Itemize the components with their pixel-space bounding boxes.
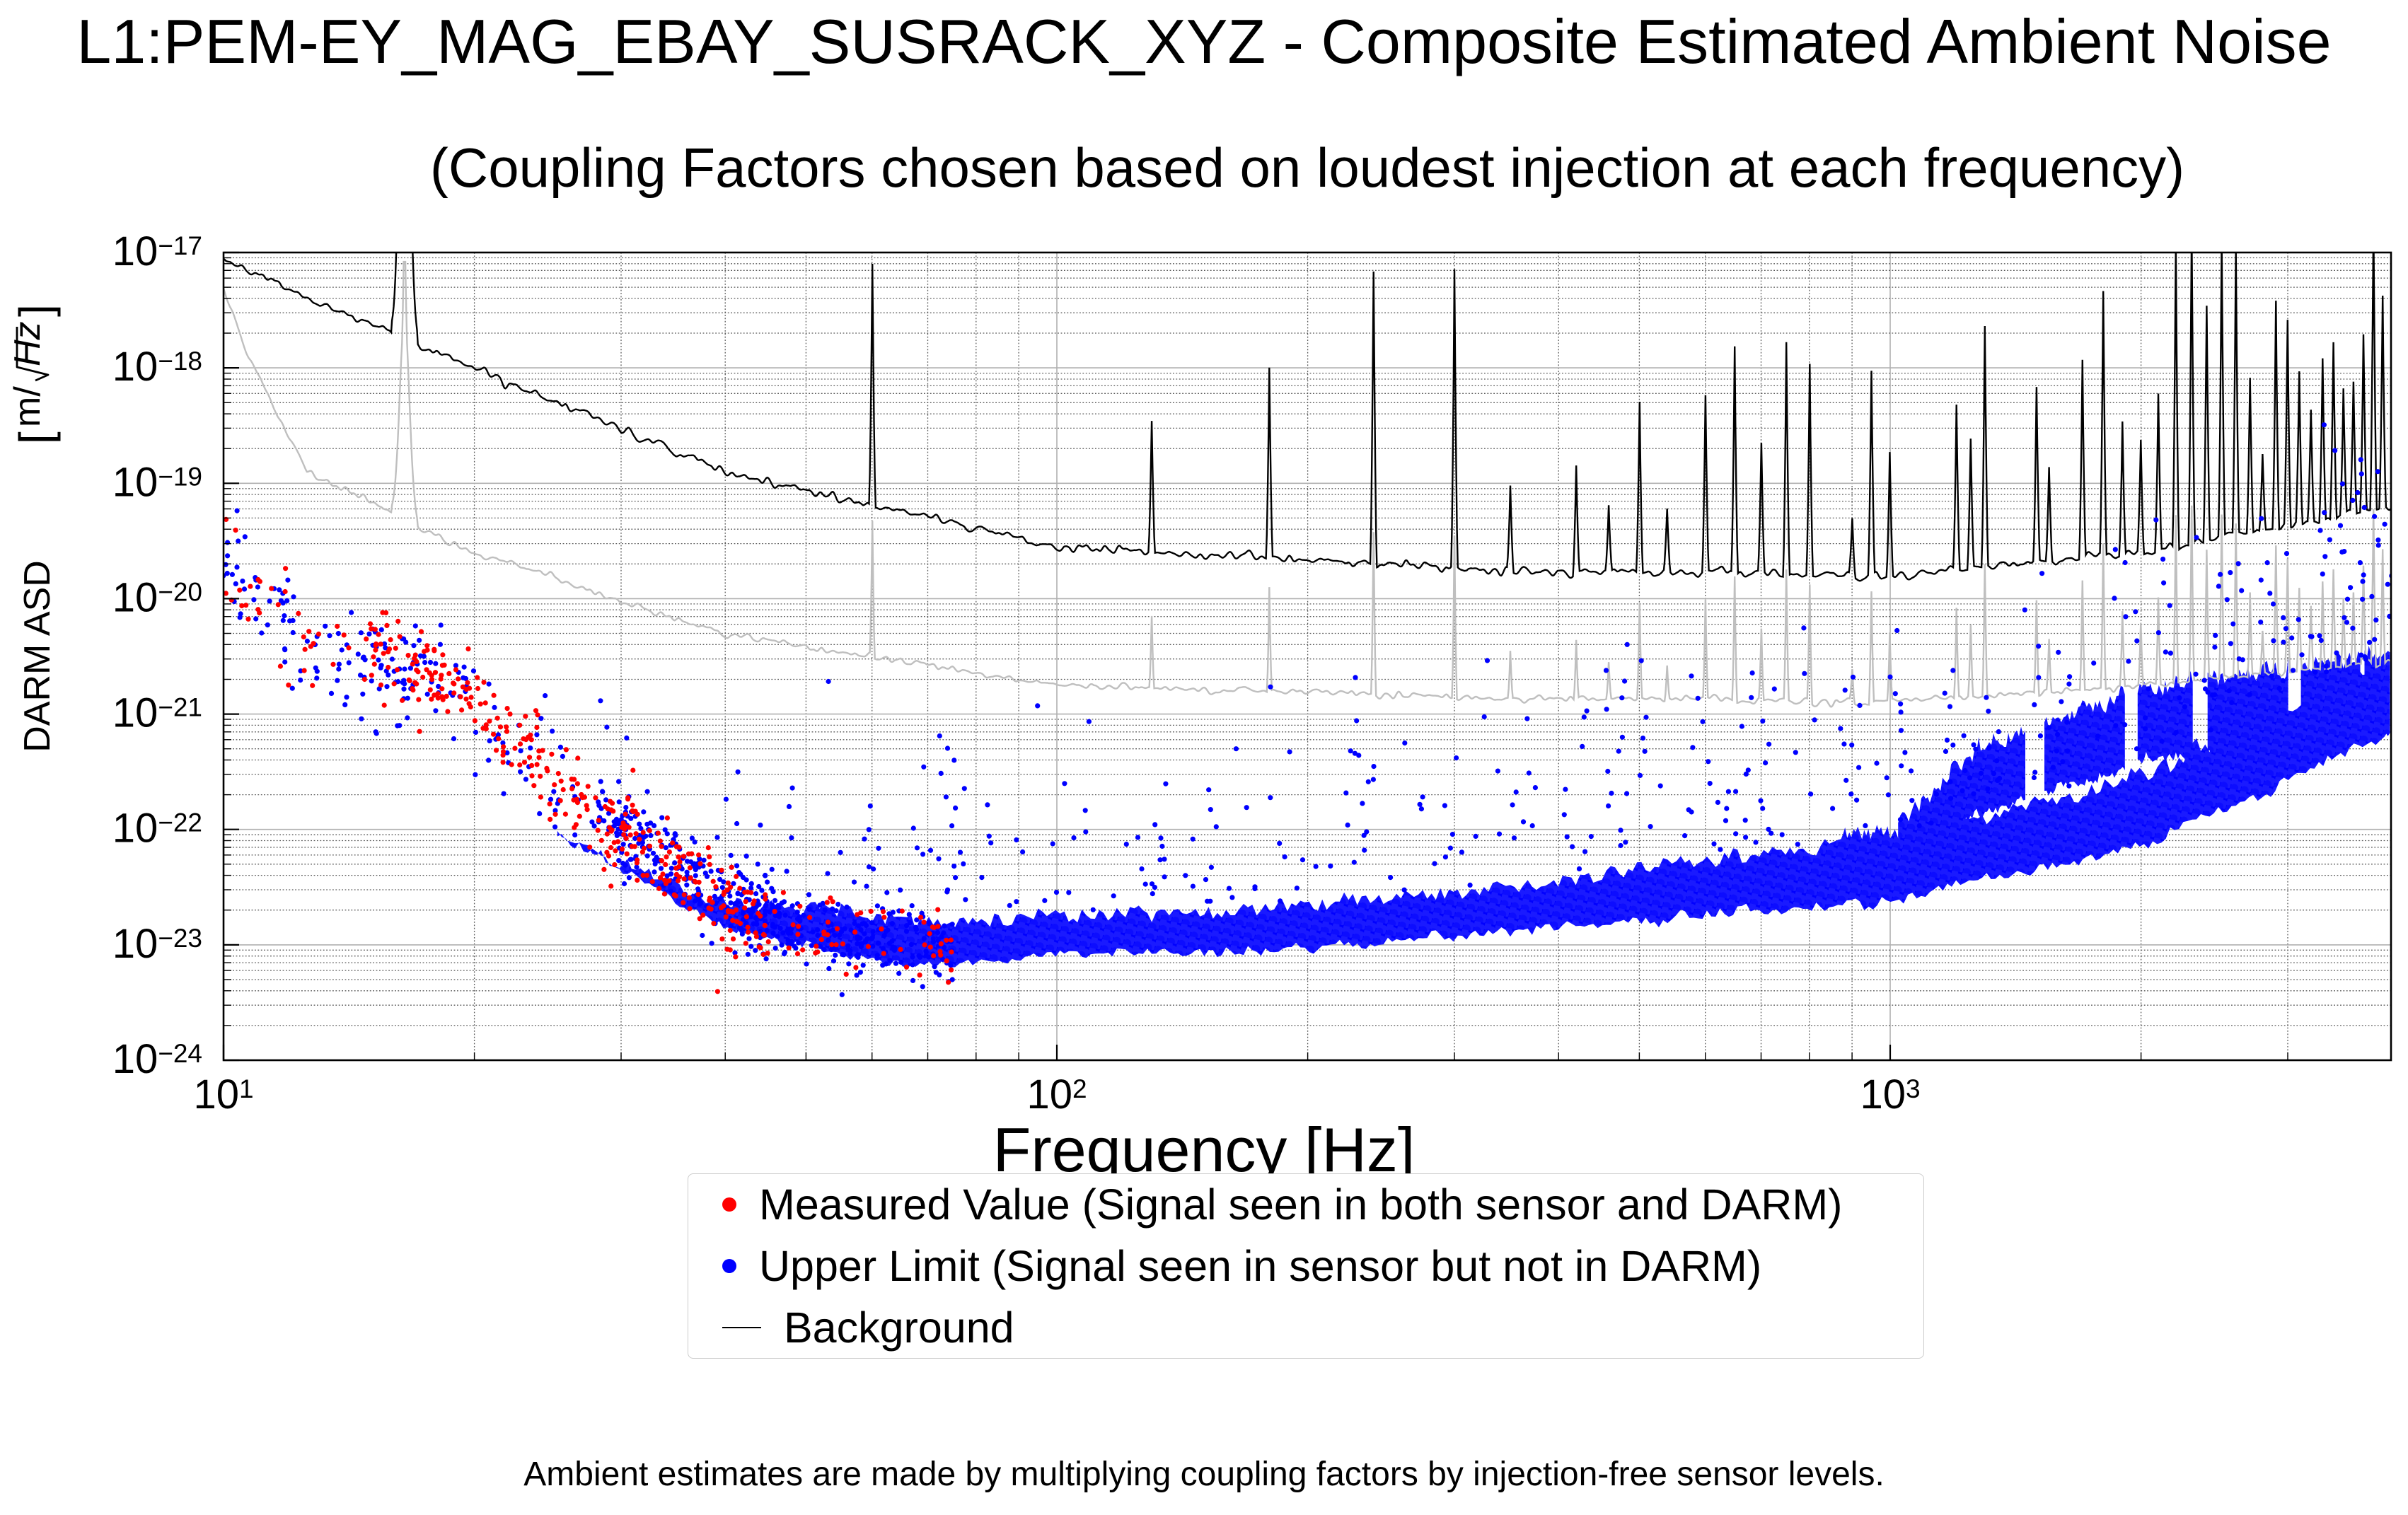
svg-text:10−17: 10−17 <box>112 228 202 274</box>
svg-text:103: 103 <box>1860 1072 1920 1118</box>
svg-text:]: ] <box>10 304 61 317</box>
svg-text:10−21: 10−21 <box>112 690 202 736</box>
svg-text:10−19: 10−19 <box>112 459 202 505</box>
svg-text:10−20: 10−20 <box>112 574 202 620</box>
svg-text:10−24: 10−24 <box>112 1036 202 1082</box>
svg-text:10−23: 10−23 <box>112 921 202 967</box>
svg-text:Hz: Hz <box>7 321 48 366</box>
svg-text:[: [ <box>10 431 61 444</box>
svg-text:m/: m/ <box>7 386 48 427</box>
svg-text:101: 101 <box>193 1072 253 1118</box>
svg-text:10−22: 10−22 <box>112 806 202 852</box>
svg-text:10−18: 10−18 <box>112 344 202 390</box>
svg-text:DARM ASD: DARM ASD <box>17 560 58 753</box>
svg-text:102: 102 <box>1026 1072 1087 1118</box>
